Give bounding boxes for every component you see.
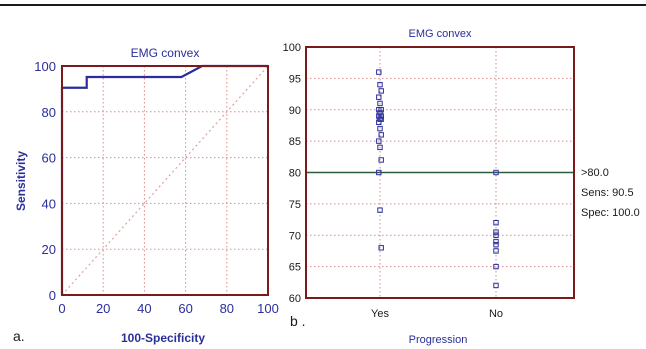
sensitivity-annotation: Sens: 90.5 (581, 187, 634, 199)
dot-x-tick-label: No (489, 308, 503, 320)
roc-x-axis-label: 100-Specificity (121, 331, 205, 345)
data-point (377, 100, 383, 107)
roc-frame (61, 65, 269, 296)
data-point (376, 94, 382, 100)
dot-tick-labels: 60 65 70 75 80 85 90 95 100 Yes No (283, 42, 503, 320)
data-point (493, 169, 499, 176)
roc-x-tick-label: 20 (96, 301, 110, 316)
data-point (493, 282, 499, 289)
data-point (493, 229, 499, 235)
data-point (377, 144, 383, 151)
dot-frame (305, 46, 575, 299)
dot-y-tick-label: 60 (289, 293, 301, 305)
specificity-annotation: Spec: 100.0 (581, 207, 640, 219)
roc-y-tick-label: 0 (49, 288, 56, 303)
panel-b-label: b . (290, 313, 306, 329)
dot-y-tick-label: 70 (289, 230, 301, 242)
roc-x-tick-label: 60 (178, 301, 192, 316)
threshold-annotation: >80.0 (581, 167, 609, 179)
roc-x-tick-label: 100 (257, 301, 279, 316)
data-point (378, 88, 384, 94)
dot-x-tick-label: Yes (371, 308, 389, 320)
data-point (493, 220, 499, 226)
data-point (376, 69, 382, 75)
data-point (493, 241, 499, 248)
top-rule (0, 4, 646, 6)
roc-reference-diagonal (61, 65, 269, 296)
dot-y-tick-label: 85 (289, 136, 301, 148)
data-point (376, 119, 382, 125)
roc-y-axis-label: Sensitivity (14, 151, 28, 211)
roc-y-tick-label: 40 (42, 196, 56, 211)
roc-y-tick-label: 20 (42, 242, 56, 257)
dot-y-tick-label: 100 (283, 42, 301, 54)
roc-chart-title: EMG convex (131, 46, 200, 60)
roc-x-tick-label: 80 (220, 301, 234, 316)
roc-x-tick-label: 40 (137, 301, 151, 316)
dot-y-tick-label: 80 (289, 168, 301, 180)
roc-y-tick-label: 60 (42, 151, 56, 166)
data-point (377, 110, 383, 116)
dot-series (306, 69, 574, 289)
dot-chart: 60 65 70 75 80 85 90 95 100 Yes No EMG convex Prog… (283, 28, 640, 346)
roc-y-tick-label: 100 (34, 59, 56, 74)
data-point (493, 248, 499, 254)
dot-y-tick-label: 95 (289, 73, 301, 85)
roc-y-tick-label: 80 (42, 105, 56, 120)
data-point (377, 207, 383, 213)
data-point (493, 232, 499, 238)
data-point (493, 263, 499, 270)
data-point (493, 238, 499, 245)
data-point (377, 125, 383, 132)
data-point (378, 157, 384, 163)
roc-x-tick-label: 0 (58, 301, 65, 316)
dot-y-tick-label: 90 (289, 105, 301, 117)
dot-y-tick-label: 75 (289, 199, 301, 211)
data-point (378, 245, 384, 251)
data-point (376, 169, 382, 176)
panel-a-label: a. (13, 328, 25, 344)
dot-chart-title: EMG convex (409, 28, 472, 40)
dot-y-tick-label: 65 (289, 262, 301, 274)
data-point (378, 132, 384, 138)
dot-x-axis-label: Progression (409, 334, 468, 346)
data-point (376, 138, 382, 144)
roc-tick-labels: 0 20 40 60 80 100 0 20 40 60 80 100 (34, 59, 279, 316)
data-point (377, 81, 383, 88)
roc-chart: 0 20 40 60 80 100 0 20 40 60 80 100 EMG convex 100-… (13, 46, 279, 345)
data-point (376, 107, 382, 113)
